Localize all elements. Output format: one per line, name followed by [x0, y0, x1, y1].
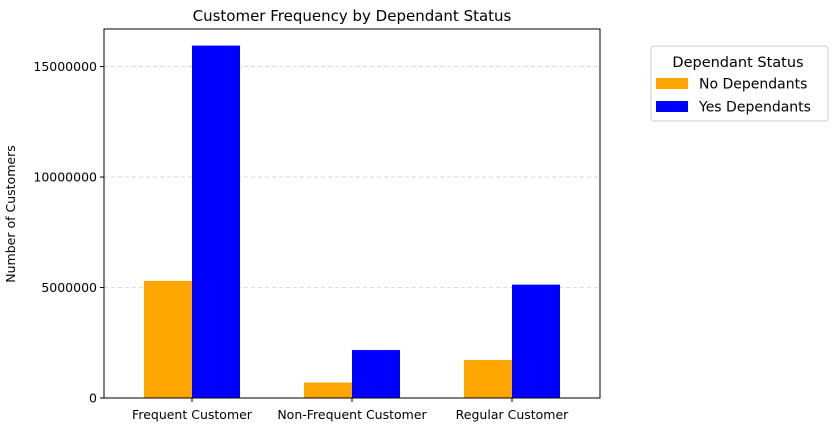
y-tick-label: 10000000 — [33, 170, 97, 185]
bar-no-dependants-2 — [464, 359, 512, 398]
x-axis-ticks: Frequent Customer Non-Frequent Customer Re… — [132, 398, 569, 422]
legend-swatch — [656, 78, 688, 89]
chart-title: Customer Frequency by Dependant Status — [193, 7, 512, 25]
legend-label: No Dependants — [699, 77, 807, 93]
y-axis-label: Number of Customers — [3, 145, 18, 282]
bar-yes-dependants-1 — [352, 350, 400, 398]
legend-swatch — [656, 101, 688, 112]
bar-yes-dependants-0 — [192, 45, 240, 398]
y-tick-label: 5000000 — [41, 280, 97, 295]
legend-box — [650, 45, 829, 122]
bar-yes-dependants-2 — [512, 284, 560, 398]
bars — [144, 45, 560, 398]
legend-title: Dependant Status — [672, 55, 803, 71]
bar-no-dependants-1 — [304, 382, 352, 398]
y-axis-ticks: 0 5000000 10000000 15000000 — [33, 59, 104, 406]
bar-no-dependants-0 — [144, 280, 192, 398]
x-tick-label: Frequent Customer — [132, 407, 253, 422]
grid-lines — [104, 66, 600, 288]
y-tick-label: 15000000 — [33, 59, 97, 74]
legend: Dependant Status No Dependants Yes Depend… — [650, 45, 829, 122]
x-tick-label: Regular Customer — [456, 407, 569, 422]
x-tick-label: Non-Frequent Customer — [277, 407, 427, 422]
legend-label: Yes Dependants — [698, 100, 811, 116]
y-tick-label: 0 — [89, 391, 97, 406]
